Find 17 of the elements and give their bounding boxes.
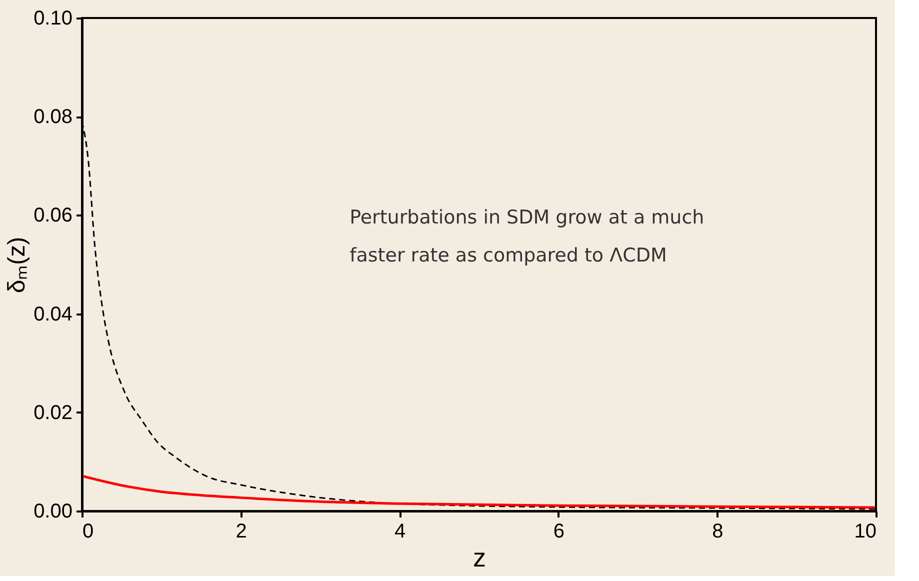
y-tick-label: 0.06: [34, 204, 72, 227]
y-tick-label: 0.04: [34, 303, 72, 326]
x-tick-label: 2: [236, 520, 247, 542]
y-tick-label: 0.00: [34, 500, 72, 522]
x-tick-label: 0: [82, 520, 94, 542]
x-tick-label: 4: [394, 520, 406, 542]
annotation: faster rate as compared to ΛCDM: [350, 244, 667, 267]
annotation: Perturbations in SDM grow at a much: [350, 206, 704, 229]
x-tick-label: 10: [854, 520, 876, 542]
x-axis-title: z: [473, 542, 486, 572]
x-tick-label: 8: [712, 520, 724, 542]
y-axis-title: δₘ(z): [4, 236, 31, 294]
y-tick-label: 0.02: [34, 402, 72, 424]
y-tick-label: 0.10: [34, 8, 72, 30]
line-series: [82, 474, 876, 509]
x-tick-label: 6: [553, 520, 564, 542]
y-tick-label: 0.08: [34, 106, 72, 128]
